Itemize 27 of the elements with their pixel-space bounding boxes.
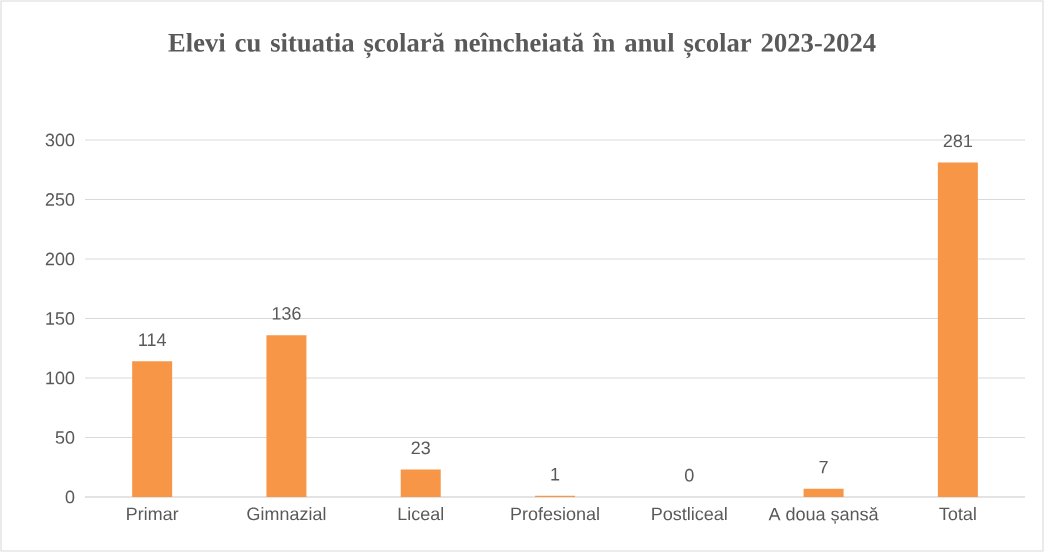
data-label: 1 xyxy=(551,468,560,481)
chart-title: Elevi cu situatia școlară neîncheiată în anul școlar 2023-2024 xyxy=(168,32,876,59)
y-tick-label: 0 xyxy=(65,490,75,504)
y-tick-label: 50 xyxy=(55,431,75,444)
y-tick-label: 300 xyxy=(45,133,75,147)
data-label: 114 xyxy=(139,333,166,346)
x-tick-label: Profesional xyxy=(511,507,599,521)
data-label: 281 xyxy=(943,134,972,148)
bar xyxy=(400,469,441,497)
x-tick-label: A doua șansă xyxy=(768,507,879,525)
y-tick-label: 150 xyxy=(46,312,75,325)
data-label: 23 xyxy=(411,441,430,455)
y-tick-label: 100 xyxy=(46,371,75,385)
data-label: 136 xyxy=(272,307,301,320)
x-tick-label: Total xyxy=(939,507,976,521)
data-label: 7 xyxy=(819,460,828,474)
x-tick-label: Postliceal xyxy=(652,507,727,521)
y-tick-label: 200 xyxy=(45,252,75,266)
x-tick-label: Gimnazial xyxy=(247,507,326,521)
bar xyxy=(937,162,978,497)
bar xyxy=(266,335,307,497)
bar xyxy=(803,488,844,497)
data-label: 0 xyxy=(685,468,694,482)
x-tick-label: Primar xyxy=(127,507,179,521)
bar xyxy=(132,361,173,497)
y-tick-label: 250 xyxy=(45,193,75,206)
x-tick-label: Liceal xyxy=(398,507,444,521)
